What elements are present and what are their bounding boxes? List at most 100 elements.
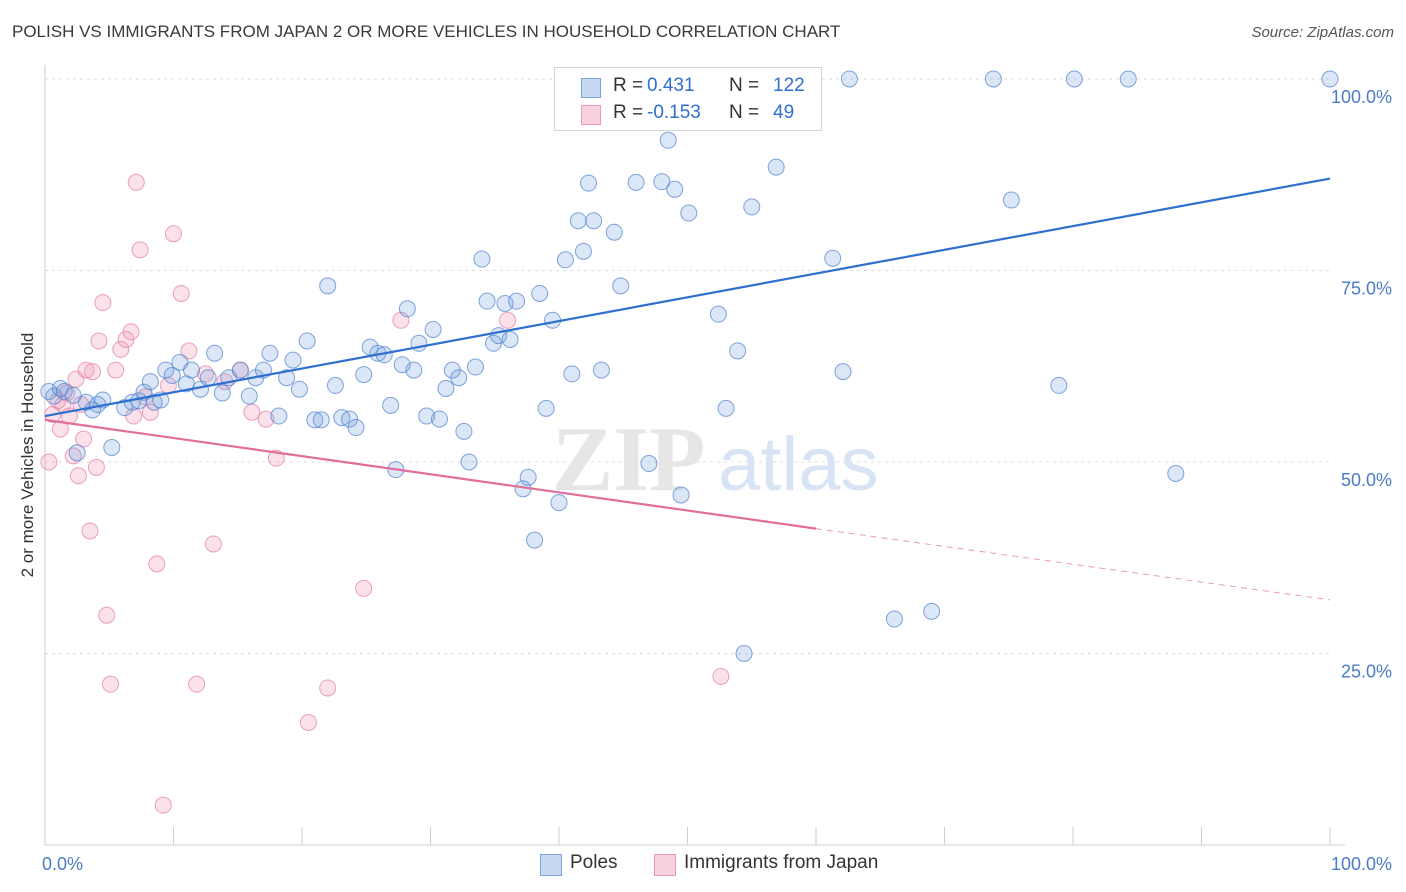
data-point-poles <box>653 173 671 191</box>
data-point-japan <box>102 675 120 693</box>
data-point-poles <box>278 369 296 387</box>
y-tick-label: 50.0% <box>1341 470 1392 490</box>
data-point-poles <box>537 399 555 417</box>
data-point-japan <box>204 535 222 553</box>
watermark-zip: ZIP <box>552 408 705 510</box>
data-point-poles <box>605 223 623 241</box>
data-point-poles <box>1002 191 1020 209</box>
x-tick-label: 100.0% <box>1331 854 1392 874</box>
trend-line-japan-extension <box>815 528 1331 601</box>
data-point-poles <box>508 292 526 310</box>
data-point-japan <box>188 675 206 693</box>
data-point-japan <box>257 410 275 428</box>
data-point-poles <box>347 419 365 437</box>
tick-labels: 25.0% 50.0% 75.0% 100.0% 0.0% 100.0% <box>42 87 1392 874</box>
data-point-poles <box>767 158 785 176</box>
data-point-poles <box>213 384 231 402</box>
data-point-poles <box>834 363 852 381</box>
series-japan-points <box>40 173 730 814</box>
legend-label-japan: Immigrants from Japan <box>684 852 879 873</box>
data-point-japan <box>319 679 337 697</box>
watermark: ZIP atlas <box>552 408 879 510</box>
data-point-japan <box>94 294 112 312</box>
data-point-poles <box>199 369 217 387</box>
trend-line-japan <box>44 418 817 530</box>
data-point-poles <box>550 494 568 512</box>
x-tick-label: 0.0% <box>42 854 83 874</box>
data-point-poles <box>840 70 858 88</box>
trend-line-poles <box>44 177 1331 418</box>
data-point-poles <box>501 330 519 348</box>
data-point-poles <box>68 444 86 462</box>
data-point-poles <box>341 410 359 428</box>
data-point-japan <box>299 713 317 731</box>
data-point-poles <box>405 361 423 379</box>
data-point-poles <box>531 284 549 302</box>
data-point-poles <box>672 486 690 504</box>
data-point-poles <box>1119 70 1137 88</box>
data-point-poles <box>466 358 484 376</box>
data-point-poles <box>923 602 941 620</box>
data-point-poles <box>612 277 630 295</box>
data-point-poles <box>569 212 587 230</box>
data-point-poles <box>1321 70 1339 88</box>
data-point-poles <box>735 645 753 662</box>
data-point-poles <box>312 411 330 429</box>
n-value: 122 <box>773 75 805 96</box>
data-point-poles <box>709 305 727 323</box>
data-point-japan <box>40 453 58 471</box>
data-point-poles <box>261 344 279 362</box>
data-point-poles <box>563 365 581 383</box>
data-point-poles <box>231 361 249 379</box>
data-point-poles <box>163 366 181 384</box>
data-point-poles <box>298 332 316 350</box>
chart-title: POLISH VS IMMIGRANTS FROM JAPAN 2 OR MOR… <box>12 22 841 41</box>
data-point-poles <box>240 387 258 405</box>
data-point-poles <box>424 320 442 338</box>
data-point-japan <box>172 284 190 302</box>
source-label: Source: ZipAtlas.com <box>1251 24 1394 41</box>
data-point-poles <box>270 407 288 425</box>
data-point-poles <box>473 250 491 268</box>
data-point-poles <box>666 180 684 198</box>
data-point-poles <box>460 453 478 471</box>
data-point-poles <box>141 373 159 391</box>
series-poles-points <box>40 70 1339 662</box>
japan-swatch <box>654 854 676 876</box>
data-point-poles <box>640 455 658 473</box>
data-point-japan <box>81 522 99 540</box>
data-point-poles <box>398 300 416 318</box>
r-label: R = <box>613 102 644 123</box>
data-point-japan <box>69 467 87 485</box>
data-point-poles <box>437 379 455 397</box>
data-point-poles <box>574 242 592 260</box>
data-point-japan <box>127 173 145 191</box>
data-point-poles <box>1050 376 1068 394</box>
data-point-poles <box>743 198 761 216</box>
data-point-poles <box>306 411 324 429</box>
data-point-japan <box>77 361 95 379</box>
data-point-japan <box>122 323 140 341</box>
data-point-poles <box>556 251 574 269</box>
data-point-japan <box>87 458 105 476</box>
data-point-poles <box>984 70 1002 88</box>
data-point-poles <box>103 438 121 456</box>
data-point-japan <box>107 361 125 379</box>
data-point-poles <box>382 396 400 414</box>
data-point-poles <box>717 399 735 417</box>
data-point-poles <box>455 422 473 440</box>
data-point-japan <box>148 555 166 573</box>
data-point-poles <box>729 342 747 360</box>
japan-swatch <box>581 105 601 125</box>
n-label: N = <box>729 102 760 123</box>
data-point-japan <box>180 342 198 360</box>
data-point-poles <box>430 410 448 428</box>
data-point-poles <box>580 174 598 192</box>
data-point-poles <box>182 361 200 379</box>
data-point-japan <box>112 340 130 358</box>
data-point-japan <box>84 363 102 381</box>
data-point-poles <box>55 383 73 401</box>
data-point-japan <box>131 241 149 259</box>
data-point-poles <box>450 369 468 387</box>
